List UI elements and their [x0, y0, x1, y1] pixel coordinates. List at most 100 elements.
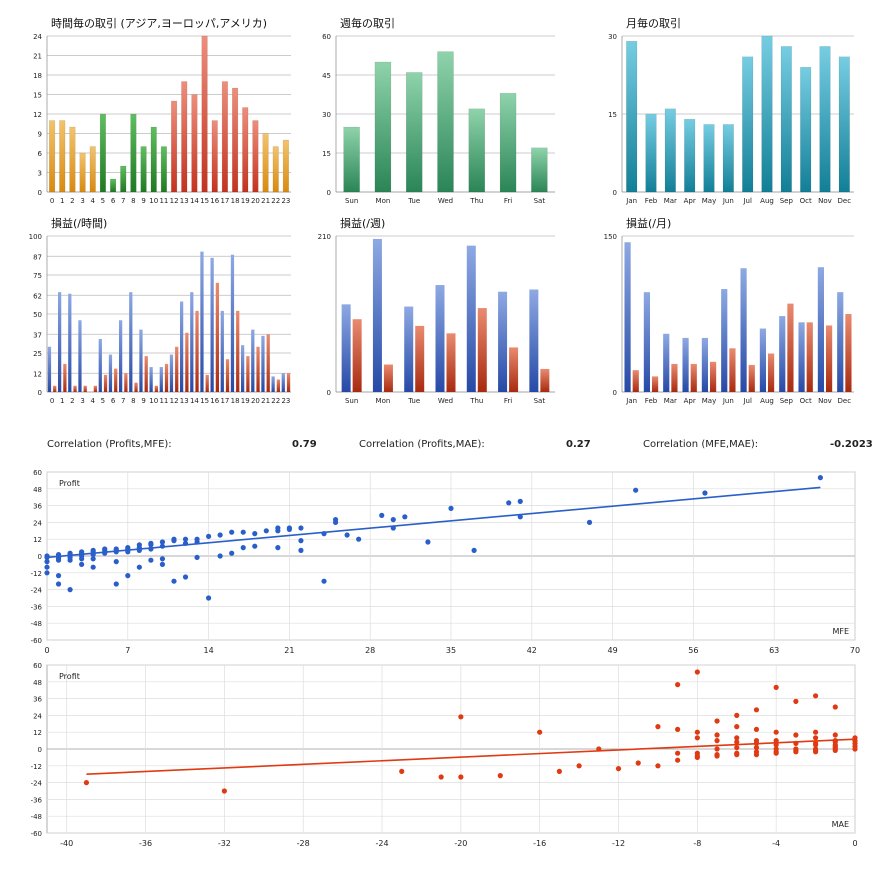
- profit_vs_mfe-point: [298, 525, 304, 531]
- hourly_trades-ytick-label: 6: [38, 150, 43, 158]
- hourly_trades-xtick-label: 17: [220, 197, 229, 205]
- profit_vs_mfe-point: [390, 525, 396, 531]
- hourly_pnl-loss-bar: [256, 346, 260, 392]
- hourly_pnl-xtick-label: 9: [141, 397, 145, 405]
- profit_vs_mae-point: [734, 739, 740, 745]
- profit_vs_mfe-point: [240, 529, 246, 535]
- hourly_pnl-profit-bar: [78, 320, 82, 392]
- hourly_trades-bar: [150, 126, 157, 193]
- hourly_pnl-loss-bar: [134, 382, 138, 392]
- hourly_trades-bar: [99, 113, 106, 193]
- hourly_pnl-xtick-label: 1: [60, 397, 64, 405]
- profit_vs_mae-point: [221, 788, 227, 794]
- hourly_trades-bar: [130, 113, 137, 193]
- weekday_pnl-chart: 損益(/週) 0 210 Sun Mon Tue Wed Thu Fri Sat: [318, 216, 555, 405]
- profit_vs_mae-point: [812, 735, 819, 741]
- monthly_trades-bar: [645, 113, 657, 193]
- profit_vs_mae-point: [832, 747, 838, 754]
- profit_vs_mfe-point: [194, 554, 200, 561]
- monthly_trades-xtick-label: Apr: [684, 197, 696, 205]
- hourly_pnl-profit-bar: [149, 367, 153, 392]
- monthly_trades-xtick-label: Sep: [780, 197, 794, 205]
- weekday_pnl-profit-bar: [372, 238, 382, 392]
- profit_vs_mfe-point: [182, 574, 189, 580]
- hourly_trades-xtick-label: 2: [70, 197, 74, 205]
- monthly_trades-xtick-label: Aug: [760, 197, 774, 205]
- hourly_trades-bar: [272, 146, 279, 193]
- monthly_pnl-xtick-label: May: [702, 397, 716, 405]
- hourly_pnl-ytick-label: 75: [33, 272, 42, 280]
- hourly_trades-xtick-label: 14: [190, 197, 199, 205]
- hourly_trades-bar: [201, 35, 208, 193]
- profit_vs_mfe-point: [817, 475, 823, 481]
- weekday_trades-bar: [437, 51, 454, 193]
- monthly_pnl-loss-bar: [787, 303, 794, 392]
- hourly_trades-title: 時間毎の取引 (アジア,ヨーロッパ,アメリカ): [51, 16, 267, 30]
- monthly_pnl-loss-bar: [632, 370, 639, 392]
- weekday_trades-ytick-label: 15: [322, 150, 331, 158]
- correlation-mfe-value: 0.79: [292, 439, 317, 450]
- profit_vs_mfe-point: [379, 512, 385, 519]
- hourly_pnl-profit-bar: [210, 257, 214, 392]
- monthly_trades-xtick-label: May: [702, 197, 716, 205]
- monthly_trades-xtick-label: Oct: [800, 197, 812, 205]
- monthly_trades-bar: [838, 56, 850, 193]
- monthly_trades-bar: [684, 118, 696, 193]
- profit_vs_mfe-point: [229, 550, 235, 556]
- hourly_trades-xtick-label: 1: [60, 197, 64, 205]
- profit_vs_mae-xtick-label: 0: [852, 839, 857, 848]
- correlation-mfe-label: Correlation (Profits,MFE):: [47, 439, 172, 450]
- monthly_pnl-loss-bar: [748, 364, 755, 392]
- monthly_trades-bar: [761, 35, 773, 193]
- monthly_trades-bar: [800, 66, 812, 193]
- profit_vs_mfe-xtick-label: 7: [125, 646, 130, 655]
- hourly_pnl-ytick-label: 100: [29, 233, 42, 241]
- hourly_trades-xtick-label: 8: [131, 197, 135, 205]
- profit_vs_mae-xtick-label: -28: [297, 839, 310, 848]
- weekday_trades-ytick-label: 30: [322, 111, 331, 119]
- monthly_pnl-xtick-label: Nov: [818, 397, 832, 405]
- monthly_pnl-loss-bar: [690, 363, 697, 392]
- monthly_pnl-profit-bar: [643, 292, 650, 392]
- profit_vs_mae-ytick-label: -36: [31, 796, 43, 804]
- monthly_trades-bar: [742, 56, 754, 193]
- profit_vs_mfe-point: [263, 528, 269, 534]
- hourly_pnl-xtick-label: 6: [111, 397, 116, 405]
- hourly_pnl-profit-bar: [220, 310, 224, 392]
- profit_vs_mae-point: [694, 729, 700, 735]
- profit_vs_mae-ytick-label: 12: [33, 729, 42, 737]
- hourly_trades-ytick-label: 9: [38, 131, 42, 139]
- profit_vs_mae-ytick-label: 24: [33, 712, 42, 720]
- profit_vs_mfe-point: [55, 556, 62, 562]
- hourly_trades-xtick-label: 18: [231, 197, 240, 205]
- profit_vs_mfe-xlabel: MFE: [832, 627, 849, 636]
- profit_vs_mfe-ylabel: Profit: [59, 479, 80, 488]
- correlation-mfe-mae-value: -0.2023: [830, 439, 873, 450]
- profit_vs_mae-ytick-label: -48: [31, 813, 42, 821]
- profit_vs_mfe-xtick-label: 14: [204, 646, 214, 655]
- hourly_pnl-loss-bar: [276, 379, 281, 392]
- hourly_pnl-xtick-label: 18: [231, 397, 240, 405]
- weekday_trades-title: 週毎の取引: [340, 16, 395, 30]
- weekday_trades-ytick-label: 45: [322, 72, 331, 80]
- monthly_trades-xtick-label: Jun: [722, 197, 734, 205]
- hourly_pnl-xtick-label: 23: [281, 397, 290, 405]
- hourly_trades-xtick-label: 19: [241, 197, 250, 205]
- profit_vs_mae-point: [714, 753, 720, 759]
- monthly_trades-xtick-label: Feb: [645, 197, 658, 205]
- profit_vs_mae-point: [694, 753, 700, 759]
- monthly_pnl-profit-bar: [721, 289, 728, 392]
- hourly_pnl-profit-bar: [159, 367, 163, 392]
- hourly_pnl-loss-bar: [164, 363, 169, 392]
- monthly_pnl-profit-bar: [682, 337, 689, 392]
- profit_vs_mae-point: [852, 735, 858, 741]
- hourly_trades-bar: [79, 152, 86, 193]
- profit_vs_mae-point: [773, 746, 779, 752]
- profit_vs_mae-ytick-label: 36: [33, 696, 42, 704]
- hourly_trades-xtick-label: 15: [200, 197, 209, 205]
- weekday_trades-bar: [499, 92, 517, 193]
- profit_vs_mfe-point: [702, 490, 708, 496]
- hourly_pnl-profit-bar: [179, 301, 184, 392]
- hourly_trades-bar: [69, 126, 76, 193]
